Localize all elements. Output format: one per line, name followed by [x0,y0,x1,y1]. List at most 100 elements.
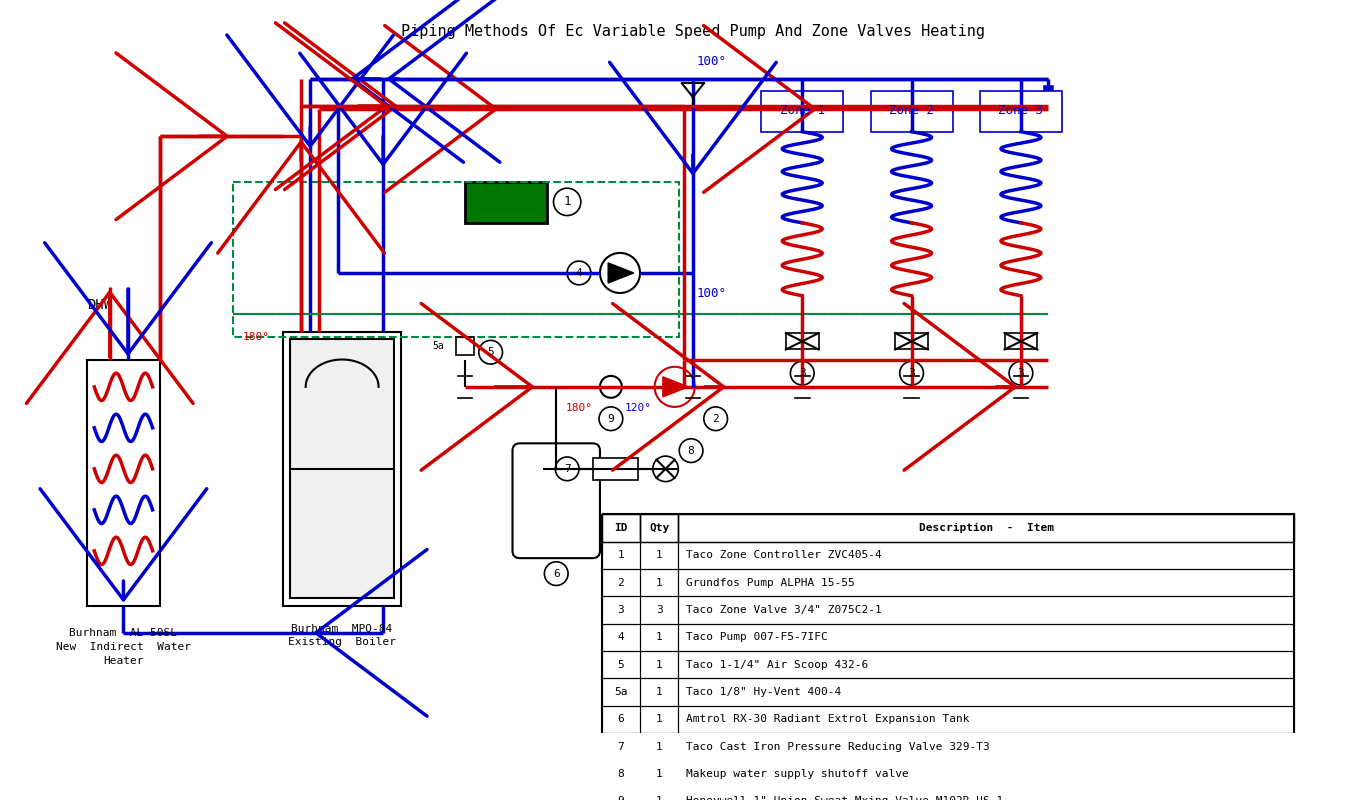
Text: 5: 5 [617,660,624,670]
Text: Taco Cast Iron Pressure Reducing Valve 329-T3: Taco Cast Iron Pressure Reducing Valve 3… [685,742,989,752]
Text: 1: 1 [656,660,662,670]
Bar [870,90,952,132]
Text: 5a: 5a [432,341,443,351]
Bar [641,788,679,800]
Text: Taco Zone Valve 3/4" Z075C2-1: Taco Zone Valve 3/4" Z075C2-1 [685,605,881,615]
Bar [762,90,843,132]
Text: DHW: DHW [87,298,112,312]
Text: 8: 8 [617,769,624,779]
Bar [641,761,679,788]
Text: Taco 1/8" Hy-Vent 400-4: Taco 1/8" Hy-Vent 400-4 [685,687,840,697]
Text: 8: 8 [688,446,695,456]
Bar [981,90,1062,132]
Bar [290,339,394,598]
Bar [601,514,641,542]
Text: 180°: 180° [242,332,269,342]
Bar [895,333,928,350]
Text: 6: 6 [554,569,559,578]
Text: Heater: Heater [103,656,144,666]
Bar [679,733,1295,761]
Text: 1: 1 [656,550,662,561]
Text: 1: 1 [656,769,662,779]
Text: 6: 6 [617,714,624,725]
Text: 2: 2 [713,414,719,424]
Bar [641,706,679,733]
Text: Honeywell 1" Union Sweat Mxing Valve M102R-US-1: Honeywell 1" Union Sweat Mxing Valve M10… [685,797,1002,800]
Text: Existing  Boiler: Existing Boiler [288,638,396,647]
Text: 5a: 5a [615,687,628,697]
Text: New  Indirect  Water: New Indirect Water [56,642,190,652]
Text: Grundfos Pump ALPHA 15-55: Grundfos Pump ALPHA 15-55 [685,578,854,588]
Bar [641,597,679,624]
Bar [601,651,641,678]
Bar [641,569,679,597]
Bar [641,624,679,651]
Text: Description  -  Item: Description - Item [919,523,1054,533]
Bar [679,788,1295,800]
Text: 3: 3 [798,368,805,378]
Bar [641,733,679,761]
Bar [593,458,638,480]
Text: 1: 1 [656,687,662,697]
Text: 180°: 180° [566,403,593,414]
Text: 3: 3 [617,605,624,615]
Text: 120°: 120° [624,403,651,414]
FancyBboxPatch shape [513,443,600,558]
Text: 3: 3 [656,605,662,615]
Text: 7: 7 [564,464,571,474]
Text: Piping Methods Of Ec Variable Speed Pump And Zone Valves Heating: Piping Methods Of Ec Variable Speed Pump… [401,24,985,39]
Text: 1: 1 [656,797,662,800]
Text: 1: 1 [656,633,662,642]
Bar [679,542,1295,569]
Text: 1: 1 [563,195,571,208]
Bar [601,514,1295,800]
Bar [679,706,1295,733]
Text: 7: 7 [617,742,624,752]
Text: Zone 3: Zone 3 [998,104,1043,118]
Text: Zone 1: Zone 1 [779,104,824,118]
Bar [679,569,1295,597]
Bar [456,337,475,355]
Bar [679,514,1295,542]
Text: Taco Zone Controller ZVC405-4: Taco Zone Controller ZVC405-4 [685,550,881,561]
Bar [87,359,160,606]
Text: Burhnam  AL-50SL: Burhnam AL-50SL [69,628,177,638]
Bar [679,624,1295,651]
Text: 1: 1 [617,550,624,561]
Text: Makeup water supply shutoff valve: Makeup water supply shutoff valve [685,769,908,779]
Polygon shape [662,377,688,397]
Bar [601,569,641,597]
Bar [641,678,679,706]
Text: 4: 4 [617,633,624,642]
Text: Qty: Qty [649,523,669,533]
Text: 4: 4 [575,268,582,278]
Text: Zone 2: Zone 2 [889,104,934,118]
Bar [283,332,401,606]
Text: Taco 1-1/4" Air Scoop 432-6: Taco 1-1/4" Air Scoop 432-6 [685,660,868,670]
Text: 100°: 100° [696,287,726,300]
Text: 9: 9 [617,797,624,800]
Text: 100°: 100° [696,55,726,68]
Bar [641,651,679,678]
Bar [601,706,641,733]
Bar [233,182,679,337]
Bar [641,514,679,542]
Text: 3: 3 [1017,368,1024,378]
Polygon shape [608,263,634,283]
Bar [601,597,641,624]
Text: Burhnam  MPO-84: Burhnam MPO-84 [291,624,393,634]
Text: Amtrol RX-30 Radiant Extrol Expansion Tank: Amtrol RX-30 Radiant Extrol Expansion Ta… [685,714,970,725]
Bar [679,651,1295,678]
Bar [601,761,641,788]
Bar [601,733,641,761]
Bar [601,542,641,569]
Text: 1: 1 [656,742,662,752]
Text: Taco Pump 007-F5-7IFC: Taco Pump 007-F5-7IFC [685,633,827,642]
Text: ID: ID [615,523,628,533]
Bar [601,624,641,651]
Bar [601,788,641,800]
Bar [641,542,679,569]
Text: 1: 1 [656,578,662,588]
Text: 2: 2 [617,578,624,588]
Bar [1005,333,1038,350]
